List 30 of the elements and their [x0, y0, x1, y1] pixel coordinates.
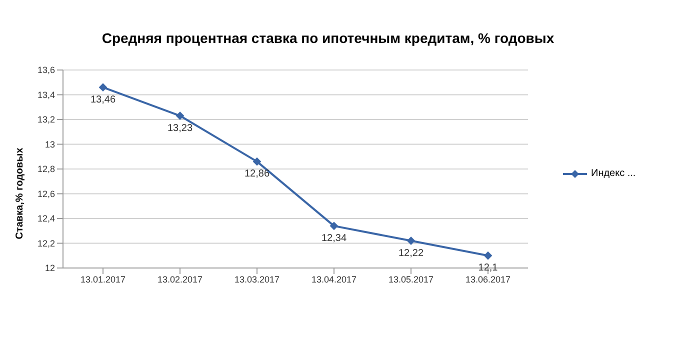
y-tick-label: 12,6 — [37, 188, 55, 199]
y-tick-label: 12,2 — [37, 238, 55, 248]
x-tick-label: 13.05.2017 — [388, 274, 434, 284]
data-label: 12,34 — [321, 233, 347, 244]
point — [253, 158, 261, 166]
data-label: 13,46 — [90, 94, 116, 106]
y-tick-label: 13,2 — [37, 114, 55, 125]
x-tick-label: 13.01.2017 — [80, 274, 126, 284]
point — [484, 252, 492, 260]
x-tick-label: 13.02.2017 — [157, 274, 203, 284]
point — [99, 83, 107, 92]
data-label: 12,1 — [478, 262, 498, 274]
legend-label: Индекс ... — [591, 168, 636, 179]
data-label: 13,23 — [167, 122, 193, 134]
y-tick-label: 12,4 — [37, 214, 55, 224]
y-tick-label: 13 — [44, 139, 55, 150]
x-tick-label: 13.04.2017 — [311, 274, 357, 284]
point — [330, 222, 338, 230]
y-tick-label: 12,8 — [37, 164, 55, 174]
y-tick-label: 12 — [44, 263, 55, 274]
point — [407, 236, 415, 245]
data-label: 12,22 — [398, 248, 424, 259]
y-tick-label: 13,6 — [37, 65, 55, 76]
chart-title: Средняя процентная ставка по ипотечным кредитам, % годовых — [100, 30, 556, 46]
x-tick-label: 13.06.2017 — [465, 274, 511, 284]
y-axis-title: Ставка,% годовых — [14, 147, 26, 239]
x-tick-label: 13.03.2017 — [234, 274, 280, 284]
y-tick-label: 13,4 — [37, 90, 55, 100]
data-label: 12,86 — [244, 168, 270, 180]
point — [176, 112, 184, 120]
